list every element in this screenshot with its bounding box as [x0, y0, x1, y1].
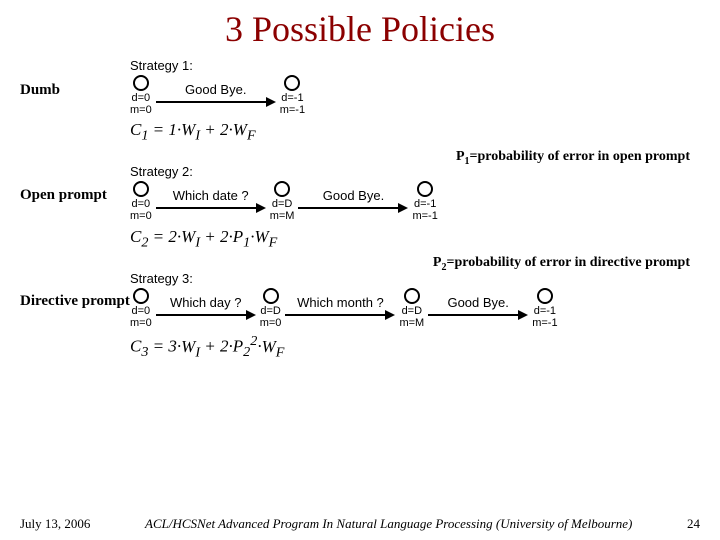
state-circle: [417, 181, 433, 197]
strategy-block: P2=probability of error in directive pro…: [20, 255, 700, 361]
strategy-side-label: Directive prompt: [20, 293, 130, 310]
state-node: d=-1m=-1: [532, 288, 557, 329]
state-values: d=-1m=-1: [532, 305, 557, 329]
transition-arrow: Which date ?: [156, 188, 266, 215]
transition-arrow: Which day ?: [156, 295, 256, 322]
cost-equation: C2 = 2·WI + 2·P1·WF: [130, 227, 700, 251]
state-node: d=0m=0: [130, 288, 152, 329]
strategy-header: Strategy 3:: [130, 271, 700, 286]
state-circle: [284, 75, 300, 91]
state-values: d=0m=0: [130, 198, 152, 222]
state-node: d=0m=0: [130, 75, 152, 116]
state-circle: [133, 181, 149, 197]
state-circle: [537, 288, 553, 304]
footer-page: 24: [687, 516, 700, 532]
footer-venue: ACL/HCSNet Advanced Program In Natural L…: [145, 516, 632, 532]
transition-arrow: Good Bye.: [428, 295, 528, 322]
strategy-side-label: Open prompt: [20, 187, 107, 204]
state-values: d=Dm=0: [260, 305, 282, 329]
state-circle: [133, 75, 149, 91]
state-node: d=0m=0: [130, 181, 152, 222]
state-circle: [133, 288, 149, 304]
transition-arrow: Good Bye.: [298, 188, 408, 215]
strategy-block: Strategy 1: Dumb d=0m=0Good Bye. d=-1m=-1…: [20, 58, 700, 145]
state-circle: [404, 288, 420, 304]
strategy-header: Strategy 2:: [130, 164, 700, 179]
strategy-side-label: Dumb: [20, 82, 60, 99]
state-values: d=Dm=M: [270, 198, 295, 222]
state-node: d=Dm=0: [260, 288, 282, 329]
state-values: d=-1m=-1: [412, 198, 437, 222]
state-values: d=0m=0: [130, 92, 152, 116]
strategy-block: P1=probability of error in open promptSt…: [20, 149, 700, 251]
flow-row: d=0m=0Which day ? d=Dm=0Which month ? d=…: [130, 288, 700, 329]
transition-arrow: Good Bye.: [156, 82, 276, 109]
state-values: d=Dm=M: [399, 305, 424, 329]
state-node: d=-1m=-1: [412, 181, 437, 222]
transition-arrow: Which month ?: [285, 295, 395, 322]
cost-equation: C1 = 1·WI + 2·WF: [130, 120, 700, 144]
state-values: d=0m=0: [130, 305, 152, 329]
footer-date: July 13, 2006: [20, 516, 90, 532]
state-node: d=-1m=-1: [280, 75, 305, 116]
strategy-header: Strategy 1:: [130, 58, 700, 73]
flow-row: d=0m=0Which date ? d=Dm=MGood Bye. d=-1m…: [130, 181, 700, 222]
flow-row: d=0m=0Good Bye. d=-1m=-1: [130, 75, 700, 116]
slide-title: 3 Possible Policies: [0, 0, 720, 54]
state-circle: [263, 288, 279, 304]
state-circle: [274, 181, 290, 197]
cost-equation: C3 = 3·WI + 2·P22·WF: [130, 333, 700, 361]
strategies-container: Strategy 1:Dumb d=0m=0Good Bye. d=-1m=-1…: [0, 58, 720, 361]
state-values: d=-1m=-1: [280, 92, 305, 116]
state-node: d=Dm=M: [399, 288, 424, 329]
slide-footer: July 13, 2006 ACL/HCSNet Advanced Progra…: [0, 516, 720, 532]
state-node: d=Dm=M: [270, 181, 295, 222]
